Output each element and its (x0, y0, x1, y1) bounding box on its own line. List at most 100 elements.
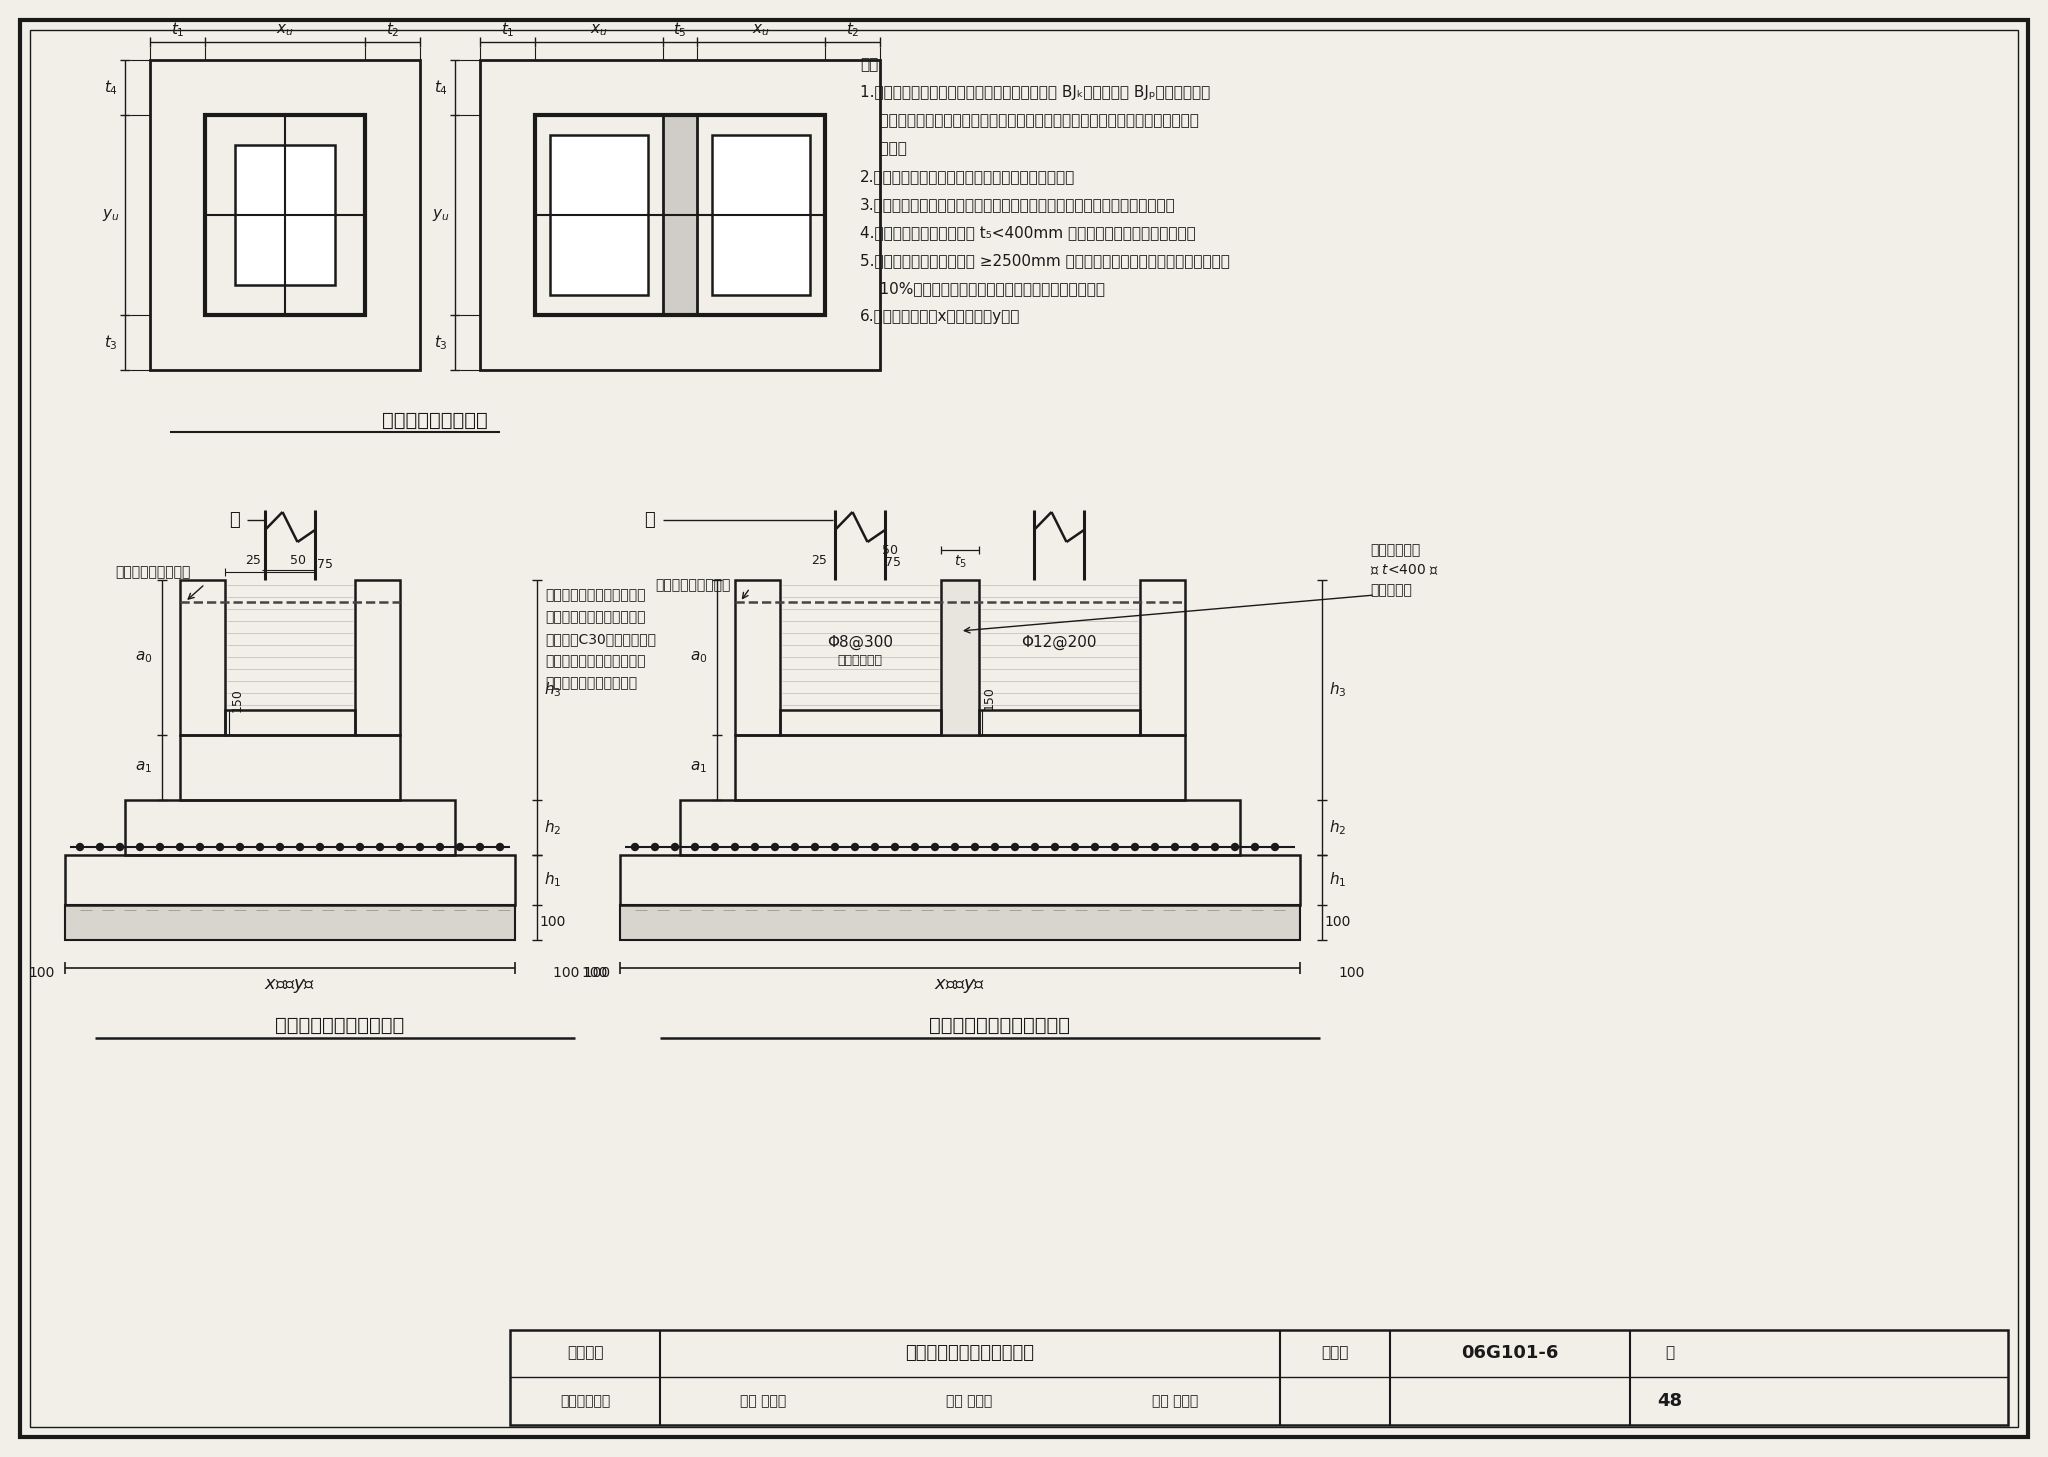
Bar (479, 60, 881, 370)
Text: $t_1$: $t_1$ (500, 20, 514, 39)
Text: 杯口顶部焊接钢筋网: 杯口顶部焊接钢筋网 (115, 565, 190, 578)
Text: （分布钢筋）: （分布钢筋） (838, 654, 883, 666)
Bar (979, 710, 1141, 734)
Circle shape (256, 844, 264, 851)
Circle shape (692, 844, 698, 851)
Text: 校对 刘其祥: 校对 刘其祥 (946, 1394, 991, 1407)
Circle shape (156, 844, 164, 851)
Circle shape (631, 844, 639, 851)
Bar (621, 905, 1300, 940)
Text: 图集号: 图集号 (1321, 1345, 1350, 1361)
Circle shape (672, 844, 678, 851)
Circle shape (416, 844, 424, 851)
Bar (621, 855, 1300, 905)
Text: $h_2$: $h_2$ (1329, 819, 1348, 836)
Circle shape (1171, 844, 1178, 851)
Circle shape (1071, 844, 1079, 851)
Text: $a_1$: $a_1$ (135, 759, 152, 775)
Circle shape (1192, 844, 1198, 851)
Text: $y_u$: $y_u$ (432, 207, 451, 223)
Circle shape (971, 844, 979, 851)
Text: 5.当杯口独立基础底板长度 ≥2500mm 时，除外侧鈢筋外，底板配筋长度可减短: 5.当杯口独立基础底板长度 ≥2500mm 时，除外侧鈢筋外，底板配筋长度可减短 (860, 254, 1231, 268)
Text: 06G101-6: 06G101-6 (1462, 1343, 1559, 1362)
Bar (535, 115, 825, 315)
Text: Φ8@300: Φ8@300 (827, 634, 893, 650)
Circle shape (76, 844, 84, 851)
Text: $t_2$: $t_2$ (846, 20, 860, 39)
Bar (180, 734, 399, 800)
Circle shape (651, 844, 659, 851)
Text: 的构造配筋: 的构造配筋 (1370, 583, 1411, 597)
Text: 100: 100 (1337, 966, 1364, 981)
Text: 6.规定图面水平为x向，竖向为y向。: 6.规定图面水平为x向，竖向为y向。 (860, 309, 1020, 325)
Text: 杯口顶部焊接钢筋网: 杯口顶部焊接钢筋网 (655, 578, 731, 592)
Circle shape (496, 844, 504, 851)
Text: $a_1$: $a_1$ (690, 759, 707, 775)
Text: 杯口和双杯口独立基础构造: 杯口和双杯口独立基础构造 (905, 1343, 1034, 1362)
Text: 用不低于C30的不收缩或微: 用不低于C30的不收缩或微 (545, 632, 655, 645)
Text: $t_4$: $t_4$ (434, 79, 449, 96)
Circle shape (397, 844, 403, 851)
Text: 25: 25 (246, 554, 260, 567)
Circle shape (1231, 844, 1239, 851)
Circle shape (176, 844, 184, 851)
Text: $h_3$: $h_3$ (545, 680, 561, 699)
Bar (180, 580, 225, 734)
Bar (236, 146, 336, 286)
Text: $x$（或$y$）: $x$（或$y$） (264, 978, 315, 995)
Text: 柱插入杯口部分的表面应凿: 柱插入杯口部分的表面应凿 (545, 589, 645, 602)
Text: 75: 75 (317, 558, 334, 571)
Text: 50: 50 (883, 543, 897, 557)
Bar (680, 800, 1239, 855)
Circle shape (891, 844, 899, 851)
Text: $y_u$: $y_u$ (102, 207, 121, 223)
Text: 密实。: 密实。 (860, 141, 907, 156)
Circle shape (477, 844, 483, 851)
Bar (354, 580, 399, 734)
Text: 150: 150 (983, 686, 995, 710)
Text: 75: 75 (885, 555, 901, 568)
Text: 10%配置，详见本标准图集相应页面的图示和规定。: 10%配置，详见本标准图集相应页面的图示和规定。 (860, 281, 1106, 297)
Text: 第二部分: 第二部分 (567, 1345, 604, 1361)
Text: 当中间杯壁宽: 当中间杯壁宽 (1370, 543, 1419, 557)
Circle shape (991, 844, 999, 851)
Text: $h_1$: $h_1$ (1329, 871, 1348, 889)
Text: 将柱校正后灌注振实四周: 将柱校正后灌注振实四周 (545, 676, 637, 691)
Bar (780, 710, 940, 734)
Bar (940, 580, 979, 734)
Text: 100 100: 100 100 (553, 966, 610, 981)
Circle shape (1130, 844, 1139, 851)
Circle shape (197, 844, 203, 851)
Text: 3.杯口独立基础底板底部鈢筋构造，详见本标准图集相应页面的图示和规定。: 3.杯口独立基础底板底部鈢筋构造，详见本标准图集相应页面的图示和规定。 (860, 198, 1176, 213)
Text: 48: 48 (1657, 1391, 1683, 1410)
Text: $t_5$: $t_5$ (954, 554, 967, 570)
Text: 膨胀细石混凝土先填底部，: 膨胀细石混凝土先填底部， (545, 654, 645, 667)
Bar (735, 580, 780, 734)
Circle shape (96, 844, 104, 851)
Circle shape (811, 844, 819, 851)
Text: 柱: 柱 (229, 511, 240, 529)
Text: $x_u$: $x_u$ (590, 22, 608, 38)
Circle shape (872, 844, 879, 851)
Text: $t_1$: $t_1$ (170, 20, 184, 39)
Text: 100: 100 (541, 915, 565, 930)
Bar (205, 115, 365, 315)
Text: 柱: 柱 (645, 511, 655, 529)
Circle shape (436, 844, 444, 851)
Text: 页: 页 (1665, 1345, 1675, 1361)
Circle shape (831, 844, 838, 851)
Bar (66, 905, 514, 940)
Bar (66, 855, 514, 905)
Bar (125, 800, 455, 855)
Text: 审核 陈勉疑: 审核 陈勉疑 (739, 1394, 786, 1407)
Circle shape (911, 844, 918, 851)
Circle shape (1112, 844, 1118, 851)
Circle shape (276, 844, 283, 851)
Circle shape (137, 844, 143, 851)
Text: $x_u$: $x_u$ (276, 22, 293, 38)
Text: 100: 100 (29, 966, 55, 981)
Text: 面且坡度较大时，应在坡面上安装顶部模板，以确保混凝土能够浇筑成型、振捣: 面且坡度较大时，应在坡面上安装顶部模板，以确保混凝土能够浇筑成型、振捣 (860, 114, 1198, 128)
Text: 100: 100 (582, 966, 608, 981)
Text: $a_0$: $a_0$ (135, 650, 152, 666)
Text: 150: 150 (231, 688, 244, 712)
